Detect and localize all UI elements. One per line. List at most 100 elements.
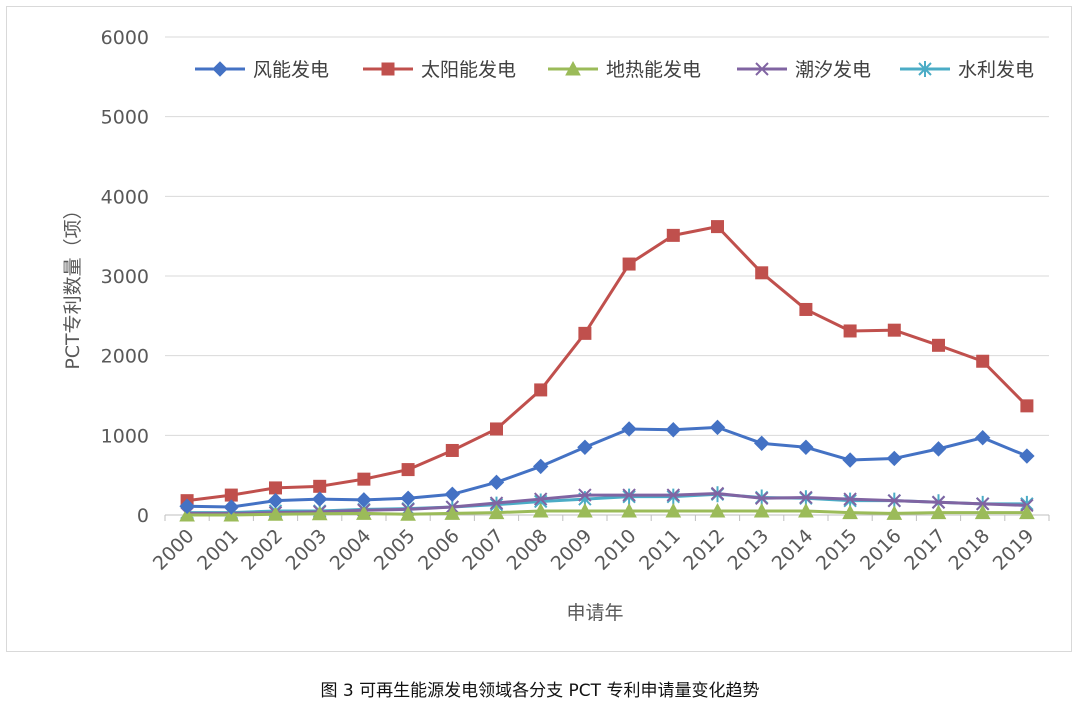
data-point	[930, 441, 947, 457]
x-tick-label: 2010	[591, 525, 641, 575]
x-tick-label: 2016	[856, 525, 906, 575]
data-point	[622, 257, 636, 271]
data-point	[974, 430, 991, 446]
x-tick-label: 2006	[414, 525, 464, 575]
x-tick-label: 2001	[193, 525, 243, 575]
data-point	[356, 505, 372, 520]
data-point	[974, 504, 991, 520]
data-point	[666, 488, 681, 502]
data-point	[179, 498, 195, 514]
data-point	[488, 474, 505, 491]
data-point	[577, 439, 593, 455]
y-tick-label: 4000	[101, 186, 149, 208]
data-point	[311, 505, 328, 521]
data-point	[565, 60, 581, 76]
data-point	[400, 506, 416, 521]
data-point	[269, 481, 282, 495]
data-point	[1019, 448, 1035, 464]
data-point	[930, 504, 947, 520]
y-tick-label: 0	[137, 505, 149, 527]
x-tick-label: 2005	[370, 525, 420, 575]
data-point	[356, 492, 372, 508]
legend-item: 风能发电	[195, 59, 329, 81]
data-point	[311, 491, 328, 507]
data-point	[665, 422, 682, 438]
data-point	[975, 497, 990, 511]
legend-label: 太阳能发电	[421, 59, 516, 81]
data-point	[400, 490, 416, 506]
x-tick-label: 2018	[944, 525, 994, 575]
y-tick-label: 3000	[101, 266, 149, 288]
data-point	[267, 506, 284, 521]
grid-lines	[165, 36, 1049, 516]
data-point	[489, 496, 504, 510]
data-point	[886, 450, 903, 467]
data-point	[488, 504, 505, 520]
data-point	[534, 383, 548, 397]
data-point	[887, 323, 901, 337]
x-tick-label: 2007	[458, 525, 508, 575]
data-point	[709, 502, 726, 518]
y-axis-title: PCT专利数量（项）	[62, 200, 84, 369]
x-tick-label: 2013	[723, 525, 773, 575]
data-point	[709, 419, 726, 436]
x-tick-label: 2009	[547, 525, 597, 575]
data-point	[621, 502, 637, 518]
x-tick-label: 2008	[502, 525, 552, 575]
data-point	[445, 443, 459, 457]
data-point	[212, 61, 228, 77]
x-tick-label: 2012	[679, 525, 729, 575]
data-point	[842, 452, 858, 468]
data-point	[753, 502, 770, 518]
data-point	[381, 62, 395, 76]
x-tick-label: 2000	[149, 525, 199, 575]
data-point	[179, 506, 195, 522]
data-point	[444, 505, 461, 520]
data-point	[357, 472, 371, 486]
data-point	[621, 421, 637, 437]
x-tick-label: 2019	[989, 525, 1039, 575]
y-tick-label: 2000	[101, 346, 149, 368]
data-point	[267, 492, 284, 509]
series-diamond	[179, 419, 1035, 515]
data-point	[578, 488, 592, 502]
data-point	[710, 486, 725, 501]
y-tick-label: 1000	[101, 425, 149, 447]
legend: 风能发电 太阳能发电 地热能发电 潮汐发电 水利发电	[195, 59, 1034, 81]
data-point	[622, 488, 636, 502]
data-point	[932, 338, 945, 352]
line-chart: 0100020003000400050006000200020012002200…	[62, 27, 1050, 624]
data-series	[179, 220, 1035, 522]
data-point	[931, 495, 946, 509]
x-tick-label: 2015	[812, 525, 862, 575]
legend-label: 水利发电	[958, 59, 1034, 81]
data-point	[401, 463, 415, 477]
data-point	[976, 354, 990, 368]
data-point	[666, 228, 680, 242]
x-tick-label: 2011	[635, 525, 685, 575]
data-point	[532, 502, 549, 518]
data-point	[843, 324, 857, 338]
x-tick-label: 2004	[326, 525, 376, 575]
data-point	[753, 435, 770, 452]
data-point	[223, 499, 240, 515]
x-axis-title: 申请年	[566, 602, 623, 624]
data-point	[754, 491, 769, 505]
data-point	[578, 326, 592, 340]
legend-label: 风能发电	[253, 59, 329, 81]
data-point	[665, 502, 682, 518]
data-point	[755, 266, 769, 280]
chart-frame: 0 1000 2000 3000 4000 5000 6000 2000 2001 2002 200…	[6, 6, 1072, 652]
legend-item: 潮汐发电	[737, 59, 871, 81]
legend-item: 地热能发电	[548, 59, 701, 81]
data-point	[444, 486, 461, 502]
x-tick-label: 2014	[768, 525, 818, 575]
data-point	[533, 492, 548, 506]
data-point	[799, 302, 813, 316]
data-point	[918, 61, 932, 77]
data-point	[886, 505, 903, 520]
series-line	[187, 491, 1027, 515]
legend-item: 太阳能发电	[363, 59, 516, 81]
data-point	[313, 479, 327, 493]
x-tick-label: 2002	[237, 525, 287, 575]
